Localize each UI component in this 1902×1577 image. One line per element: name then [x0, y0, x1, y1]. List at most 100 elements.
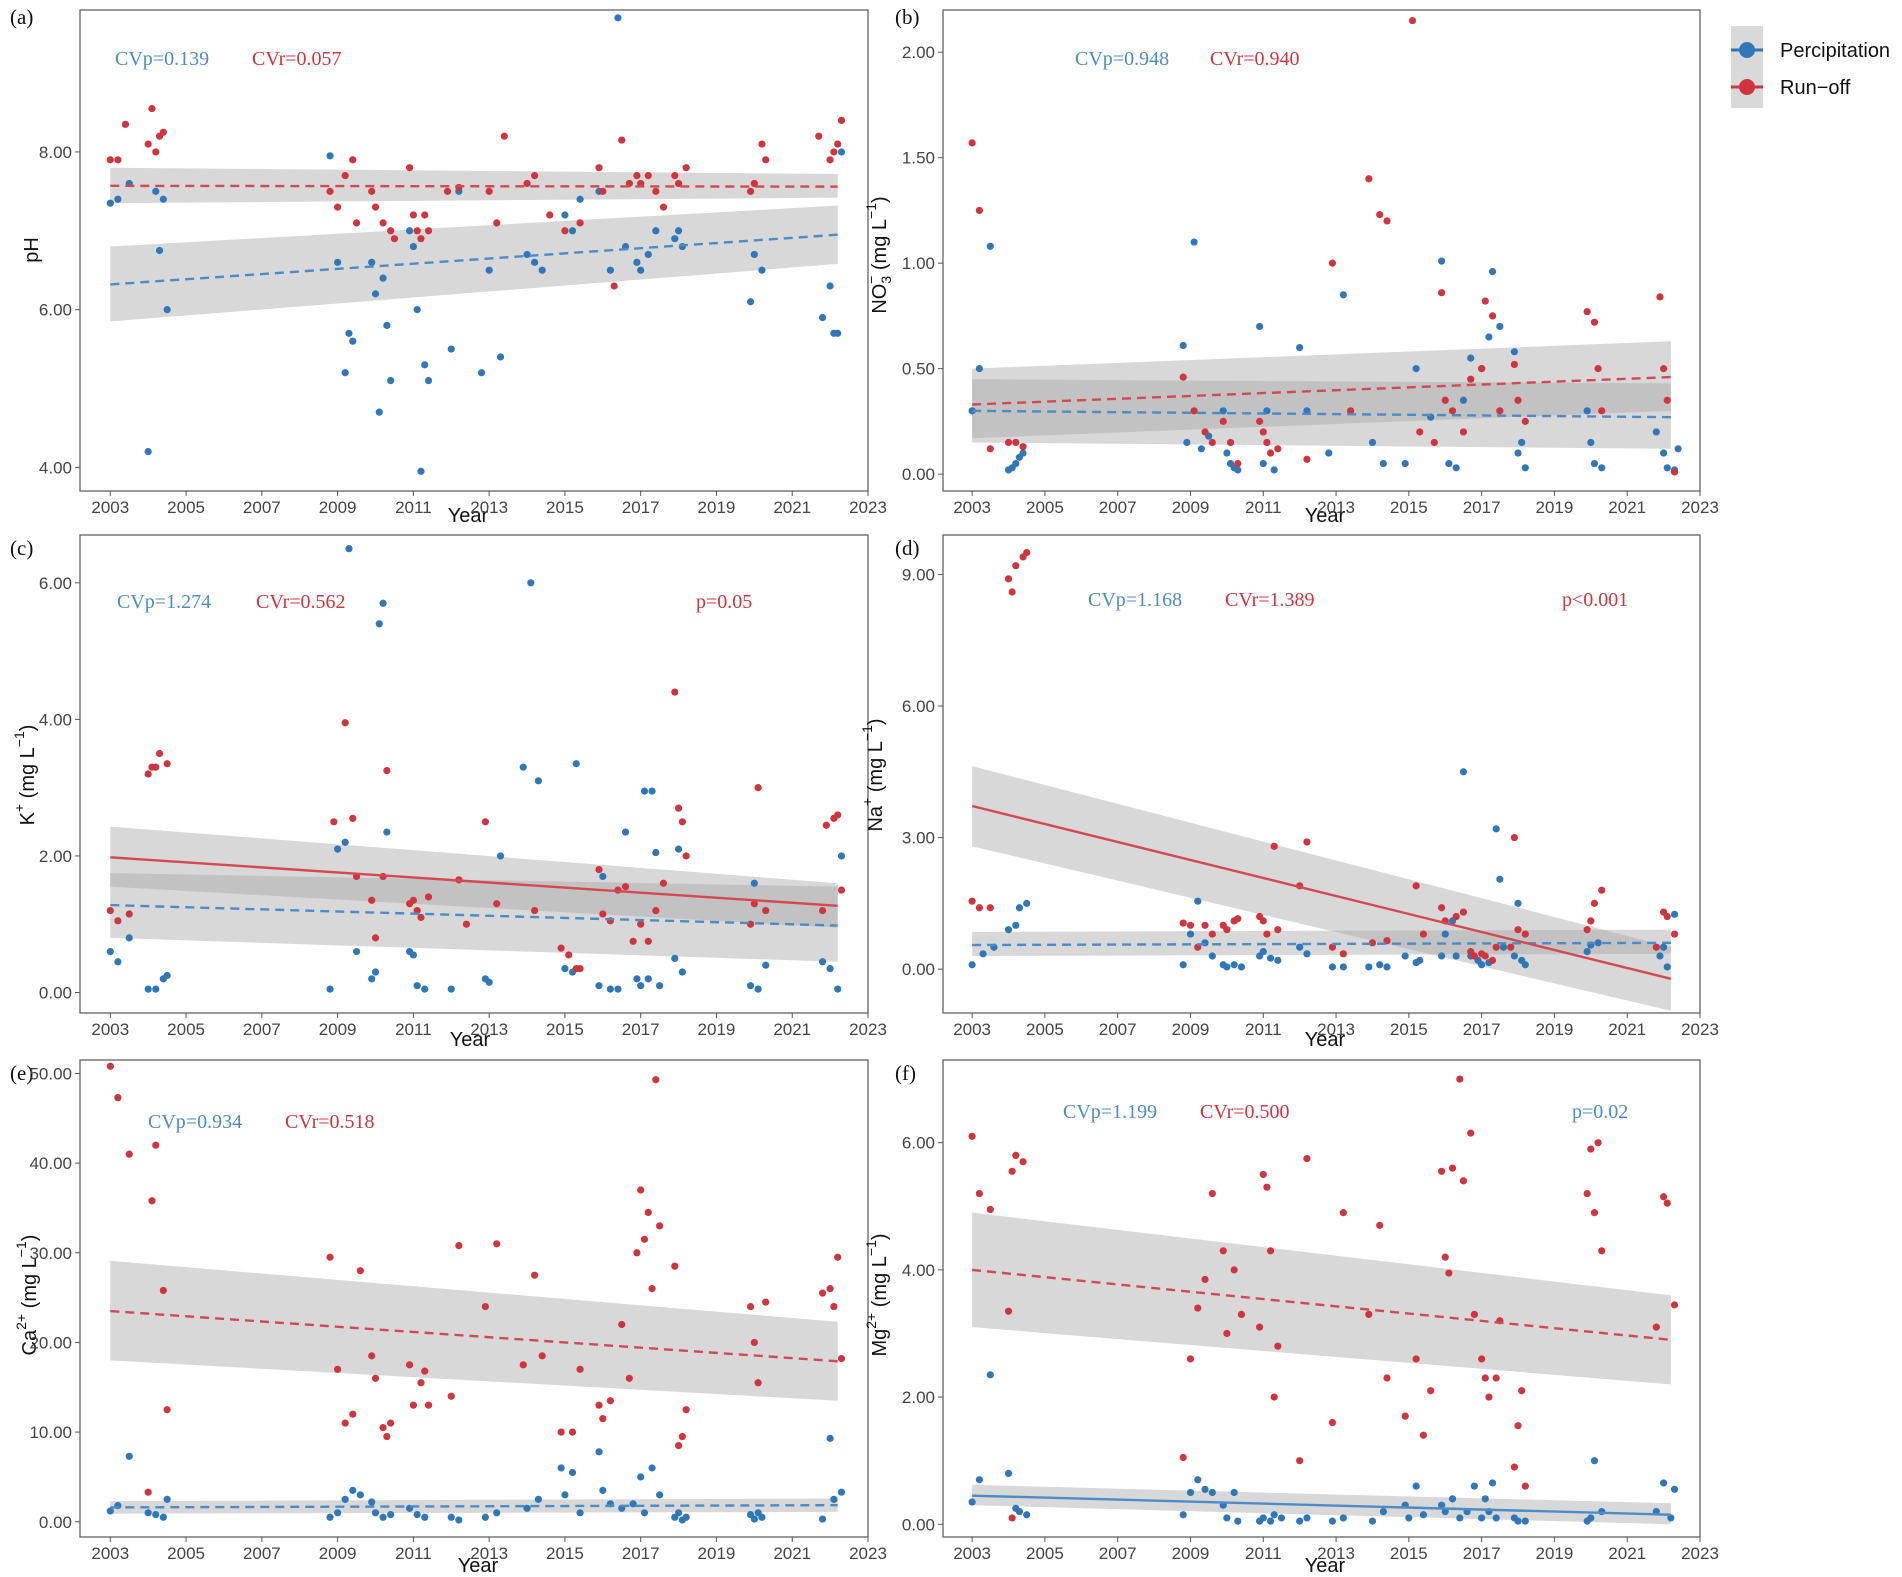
runoff-point — [144, 1488, 152, 1496]
precip-point — [1023, 899, 1031, 907]
precip-point — [1259, 1514, 1267, 1522]
precip-point — [1660, 1479, 1668, 1487]
runoff-point — [625, 1374, 633, 1382]
runoff-point — [1478, 1355, 1486, 1363]
runoff-point — [114, 1094, 122, 1102]
precip-point — [1303, 950, 1311, 958]
runoff-point — [523, 179, 531, 188]
precip-point — [568, 1468, 577, 1477]
y-tick-label: 6.00 — [902, 1134, 935, 1153]
precip-point — [606, 985, 614, 993]
runoff-point — [1194, 1304, 1202, 1312]
runoff-point — [762, 156, 770, 164]
precip-point — [648, 1464, 656, 1472]
runoff-point — [1470, 952, 1478, 960]
runoff-point — [1663, 912, 1671, 921]
panel-label: (a) — [10, 5, 33, 29]
precip-point — [678, 968, 686, 976]
precip-point — [1219, 407, 1227, 415]
precip-point — [334, 845, 342, 853]
runoff-point — [652, 1076, 660, 1084]
x-tick-label: 2015 — [1390, 1020, 1428, 1039]
precip-point — [1208, 952, 1216, 960]
runoff-point — [1438, 1167, 1446, 1175]
precip-point — [345, 329, 353, 337]
runoff-point — [1459, 1177, 1468, 1185]
y-tick-label: 2.00 — [902, 43, 935, 62]
precip-point — [106, 1507, 114, 1515]
runoff-point — [750, 1338, 758, 1347]
precip-point — [1277, 1514, 1286, 1522]
plot-frame — [79, 534, 869, 1014]
runoff-point — [1004, 438, 1013, 447]
precip-point — [1401, 952, 1409, 960]
fit-line-precip — [110, 903, 838, 927]
y-tick-label: 30.00 — [29, 1244, 72, 1263]
runoff-point — [975, 1189, 983, 1198]
precip-point — [368, 1498, 376, 1506]
x-tick-label: 2003 — [953, 1544, 991, 1563]
precip-point — [356, 1491, 364, 1499]
legend-precip-marker — [1739, 42, 1755, 58]
precip-point — [114, 195, 122, 203]
precip-point — [644, 250, 652, 259]
x-tick-label: 2021 — [1608, 1544, 1646, 1563]
runoff-point — [341, 1419, 349, 1427]
runoff-point — [106, 906, 114, 915]
x-tick-label: 2003 — [91, 1020, 129, 1039]
x-tick-label: 2021 — [1608, 498, 1646, 517]
runoff-point — [637, 920, 645, 928]
runoff-point — [1328, 259, 1337, 267]
precip-point — [633, 258, 641, 266]
precip-point — [447, 985, 455, 993]
runoff-point — [644, 937, 652, 945]
runoff-point — [481, 1302, 489, 1311]
panel-label: (f) — [895, 1061, 916, 1085]
runoff-point — [500, 132, 508, 140]
runoff-point — [1590, 318, 1599, 326]
runoff-point — [1485, 1393, 1493, 1401]
runoff-point — [1514, 1422, 1522, 1430]
runoff-point — [144, 140, 152, 148]
runoff-point — [1004, 1307, 1013, 1315]
y-tick-label: 3.00 — [902, 829, 935, 848]
precip-point — [834, 329, 842, 337]
precip-point — [413, 1510, 421, 1519]
runoff-point — [1481, 1374, 1489, 1382]
runoff-point — [565, 951, 573, 959]
y-tick-label: 2.00 — [902, 1388, 935, 1407]
runoff-point — [818, 1289, 827, 1297]
runoff-point — [1274, 1342, 1282, 1350]
precip-point — [368, 975, 376, 983]
runoff-point — [678, 1432, 686, 1441]
runoff-point — [1208, 930, 1216, 938]
precip-point — [595, 982, 603, 990]
runoff-point — [1208, 438, 1216, 447]
precip-point — [640, 1509, 649, 1517]
runoff-point — [349, 156, 357, 164]
x-tick-label: 2007 — [1099, 498, 1137, 517]
runoff-point — [640, 1235, 649, 1243]
runoff-point — [413, 227, 421, 235]
runoff-point — [674, 804, 683, 812]
runoff-point — [1488, 956, 1497, 964]
precip-point — [599, 1486, 607, 1494]
runoff-point — [986, 445, 994, 453]
runoff-point — [1008, 588, 1016, 596]
precip-point — [652, 848, 660, 857]
precip-point — [159, 195, 167, 203]
runoff-point — [599, 1415, 607, 1423]
precip-point — [1015, 1507, 1024, 1516]
precip-point — [527, 579, 535, 587]
runoff-point — [1507, 943, 1515, 951]
x-tick-label: 2009 — [1172, 498, 1210, 517]
runoff-point — [561, 227, 569, 235]
runoff-point — [1179, 919, 1187, 927]
precip-point — [671, 235, 679, 243]
y-tick-label: 0.00 — [39, 984, 72, 1003]
precip-point — [621, 828, 630, 836]
runoff-point — [481, 818, 489, 826]
precip-point — [1230, 1488, 1238, 1497]
runoff-point — [659, 879, 668, 887]
